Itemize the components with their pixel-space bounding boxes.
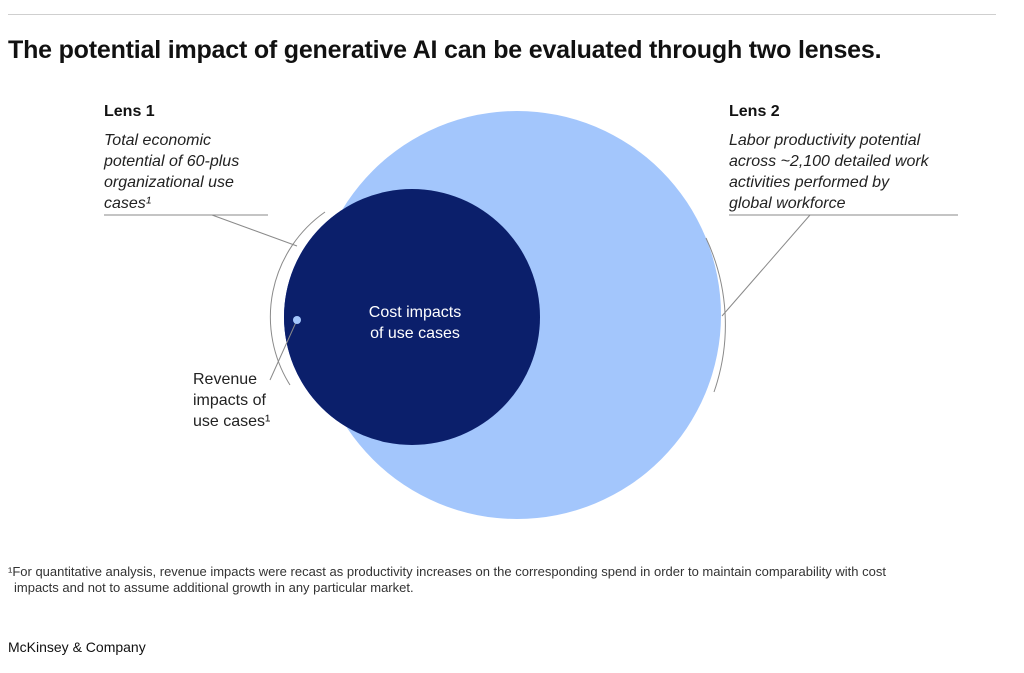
lens2-leader-line [721,214,811,317]
lens1-heading: Lens 1 [104,103,155,120]
lens2-description-line: global workforce [729,195,846,212]
brand-credit: McKinsey & Company [8,639,146,655]
footnote-line: ¹For quantitative analysis, revenue impa… [8,564,886,579]
cost-impacts-label-line: of use cases [370,325,460,342]
cost-impacts-label-line: Cost impacts [368,304,462,321]
lens1-description-line: cases¹ [104,195,152,212]
footnote: ¹For quantitative analysis, revenue impa… [8,564,968,596]
revenue-marker-dot [293,316,301,324]
revenue-leader-line [269,319,298,381]
top-divider [8,14,996,15]
lens1-description-line: organizational use [104,174,234,191]
cost-impacts-label: Cost impacts of use cases [345,302,485,344]
lens2-description: Labor productivity potential across ~2,1… [729,130,929,214]
lens2-description-line: activities performed by [729,174,890,191]
lens2-description-line: Labor productivity potential [729,132,921,149]
footnote-line: impacts and not to assume additional gro… [14,580,414,595]
revenue-impacts-label-line: use cases¹ [193,413,271,430]
revenue-impacts-label-line: Revenue [193,371,258,388]
lens1-description-line: Total economic [104,132,212,149]
lens1-description-line: potential of 60-plus [104,153,240,170]
revenue-impacts-label: Revenue impacts of use cases¹ [193,369,270,432]
revenue-impacts-label-line: impacts of [193,392,266,409]
lens1-description: Total economic potential of 60-plus orga… [104,130,239,214]
page-title: The potential impact of generative AI ca… [8,36,882,64]
lens2-description-line: across ~2,100 detailed work [729,153,929,170]
lens1-leader-line [211,214,298,247]
lens2-bracket-arc [705,237,726,393]
cost-impact-circle [284,189,540,445]
lens2-heading: Lens 2 [729,103,780,120]
